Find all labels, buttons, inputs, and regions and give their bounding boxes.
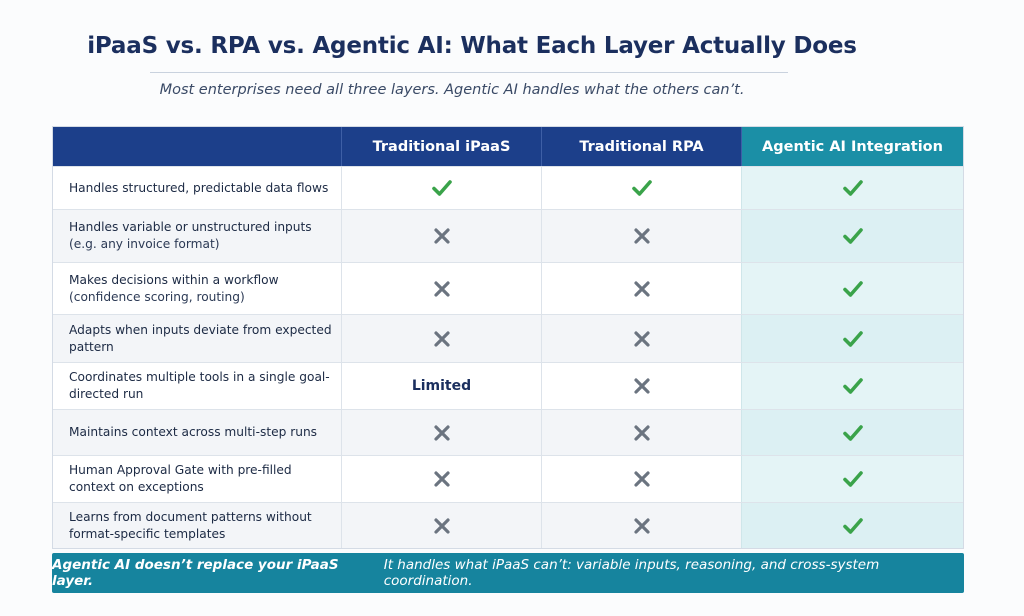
agentic-cell <box>741 410 963 455</box>
cross-icon <box>433 471 450 487</box>
rpa-cell <box>541 363 741 409</box>
ipaas-cell <box>341 410 541 455</box>
title-divider <box>150 72 788 73</box>
check-icon <box>842 424 863 441</box>
banner-lead: Agentic AI doesn’t replace your iPaaS la… <box>52 557 339 589</box>
check-icon <box>431 180 452 196</box>
check-icon <box>842 330 863 347</box>
row-label-cell: Maintains context across multi-step runs <box>53 410 341 455</box>
agentic-cell <box>741 456 963 502</box>
table-row: Coordinates multiple tools in a single g… <box>53 362 963 409</box>
agentic-cell <box>741 503 963 548</box>
ipaas-cell <box>341 503 541 548</box>
agentic-cell <box>741 263 963 314</box>
cross-icon <box>633 330 650 347</box>
cross-icon <box>433 228 450 244</box>
check-icon <box>842 228 863 244</box>
banner-text: It handles what iPaaS can’t: variable in… <box>383 557 880 589</box>
check-icon <box>842 517 863 534</box>
cross-icon <box>433 280 450 297</box>
limited-label: Limited <box>411 378 472 394</box>
cross-icon <box>633 471 650 487</box>
ipaas-cell <box>341 315 541 362</box>
check-icon <box>842 471 863 487</box>
page-subtitle: Most enterprises need all three layers. … <box>159 82 745 98</box>
rpa-cell <box>541 167 741 209</box>
table-row: Maintains context across multi-step runs <box>53 409 963 455</box>
row-label: Handles variable or unstructured inputs <box>69 220 312 234</box>
cross-icon <box>633 424 650 441</box>
row-label: Learns from document patterns without fo… <box>69 509 312 541</box>
agentic-cell <box>741 210 963 262</box>
row-label: Handles structured, predictable data flo… <box>69 180 329 195</box>
header-blank <box>53 127 341 166</box>
check-icon <box>631 180 652 196</box>
ipaas-cell: Limited <box>341 363 541 409</box>
row-label: Maintains context across multi-step runs <box>69 425 318 439</box>
row-label-cell: Adapts when inputs deviate from expected… <box>53 315 341 362</box>
cross-icon <box>633 280 650 297</box>
ipaas-cell <box>341 456 541 502</box>
check-icon <box>842 378 863 394</box>
page-title: iPaaS vs. RPA vs. Agentic AI: What Each … <box>87 33 857 59</box>
table-row: Handles structured, predictable data flo… <box>53 166 963 209</box>
row-label-cell: Coordinates multiple tools in a single g… <box>53 363 341 409</box>
row-label: Adapts when inputs deviate from expected… <box>69 322 332 354</box>
comparison-table: Traditional iPaaS Traditional RPA Agenti… <box>52 126 964 549</box>
row-label-cell: Makes decisions within a workflow (confid… <box>53 263 341 314</box>
header-ipaas: Traditional iPaaS <box>341 127 541 166</box>
cross-icon <box>633 378 650 394</box>
check-icon <box>842 180 863 196</box>
agentic-cell <box>741 315 963 362</box>
table-body: Handles structured, predictable data flo… <box>53 166 963 548</box>
cross-icon <box>633 228 650 244</box>
cross-icon <box>433 517 450 534</box>
table-row: Handles variable or unstructured inputs (… <box>53 209 963 262</box>
row-label-cell: Handles variable or unstructured inputs (… <box>53 210 341 262</box>
check-icon <box>842 280 863 297</box>
cross-icon <box>633 517 650 534</box>
row-note: (confidence scoring, routing) <box>69 289 245 304</box>
agentic-cell <box>741 363 963 409</box>
row-label: Human Approval Gate with pre-filled cont… <box>69 463 292 494</box>
row-label-cell: Learns from document patterns without fo… <box>53 503 341 548</box>
rpa-cell <box>541 210 741 262</box>
rpa-cell <box>541 315 741 362</box>
row-label: Makes decisions within a workflow <box>69 272 279 287</box>
summary-banner: Agentic AI doesn’t replace your iPaaS la… <box>52 553 964 593</box>
cross-icon <box>433 424 450 441</box>
table-row: Adapts when inputs deviate from expected… <box>53 314 963 362</box>
row-label-cell: Handles structured, predictable data flo… <box>53 167 341 209</box>
table-row: Human Approval Gate with pre-filled cont… <box>53 455 963 502</box>
header-rpa: Traditional RPA <box>541 127 741 166</box>
table-header: Traditional iPaaS Traditional RPA Agenti… <box>53 127 963 166</box>
row-note: (e.g. any invoice format) <box>69 237 220 251</box>
table-row: Learns from document patterns without fo… <box>53 502 963 548</box>
rpa-cell <box>541 410 741 455</box>
header-agentic: Agentic AI Integration <box>741 127 963 166</box>
rpa-cell <box>541 263 741 314</box>
ipaas-cell <box>341 263 541 314</box>
ipaas-cell <box>341 210 541 262</box>
rpa-cell <box>541 503 741 548</box>
row-label: Coordinates multiple tools in a single g… <box>69 370 330 401</box>
ipaas-cell <box>341 167 541 209</box>
agentic-cell <box>741 167 963 209</box>
row-label-cell: Human Approval Gate with pre-filled cont… <box>53 456 341 502</box>
cross-icon <box>433 330 450 347</box>
table-row: Makes decisions within a workflow (confid… <box>53 262 963 314</box>
rpa-cell <box>541 456 741 502</box>
